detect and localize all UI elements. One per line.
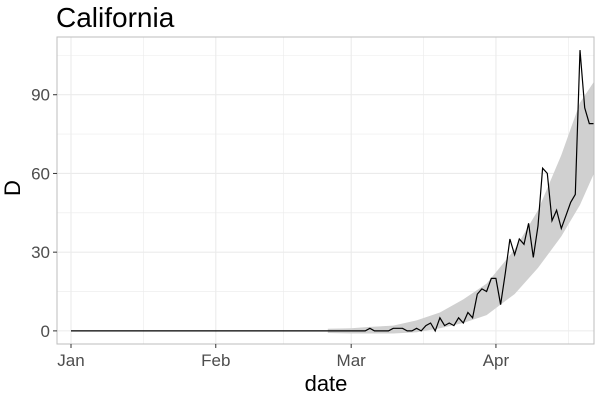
x-tick-label: Apr: [483, 351, 510, 370]
x-tick-label: Feb: [201, 351, 230, 370]
y-tick-label: 0: [41, 322, 50, 341]
x-axis-label: date: [305, 371, 348, 396]
plot-panel: [56, 36, 595, 345]
y-tick-label: 60: [31, 164, 50, 183]
confidence-band: [327, 81, 594, 334]
y-tick-label: 90: [31, 86, 50, 105]
chart-title: California: [56, 2, 175, 33]
x-tick-label: Jan: [57, 351, 84, 370]
x-axis: Jan Feb Mar Apr: [57, 344, 509, 370]
x-tick-label: Mar: [337, 351, 367, 370]
y-tick-label: 30: [31, 243, 50, 262]
y-axis: 0 30 60 90: [31, 86, 57, 341]
plot-background: [57, 37, 594, 344]
series-line: [71, 50, 594, 333]
y-axis-label: D: [0, 180, 25, 196]
grid: [57, 37, 594, 344]
